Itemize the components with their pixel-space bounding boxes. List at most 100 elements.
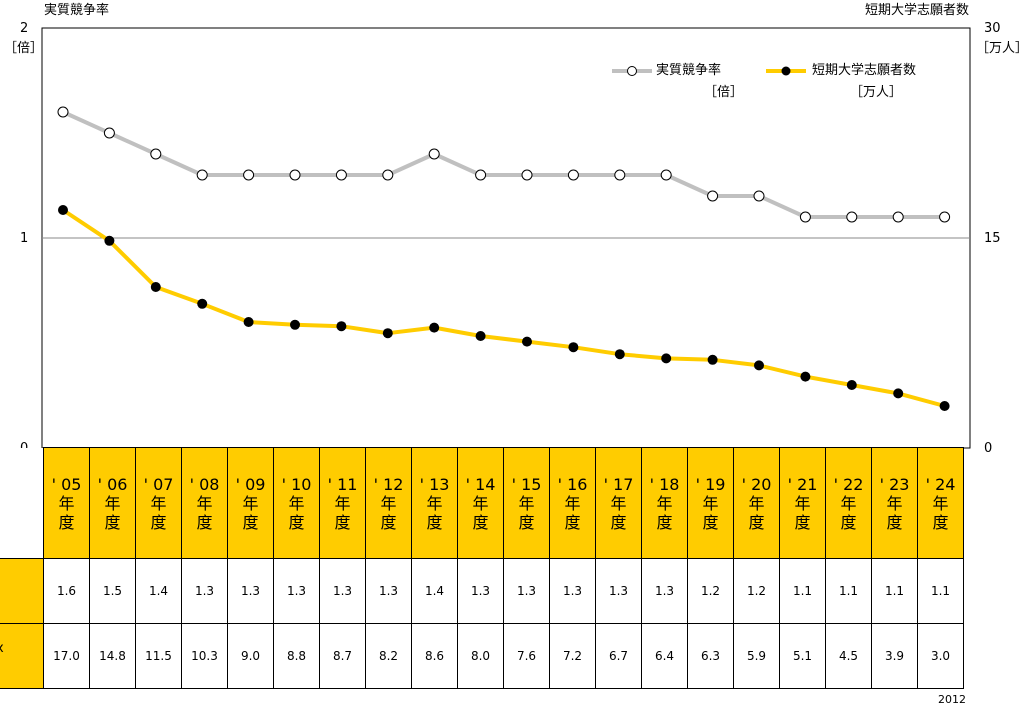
year-header-cell: ' 06 年度 [89,447,136,559]
count-value-cell: 17.0 [43,623,90,689]
rate-point [799,211,811,223]
year-header-cell: ' 15 年度 [503,447,550,559]
count-value-cell: 6.3 [687,623,734,689]
rate-point [521,169,533,181]
rate-value-cell: 1.3 [595,558,642,624]
year-header-cell: ' 10 年度 [273,447,320,559]
rate-value-cell: 1.3 [457,558,504,624]
count-point [614,349,625,360]
footnote: 2012 [938,693,966,706]
legend-count-unit: ［万人］ [850,85,903,100]
left-axis-unit: ［倍］ [4,41,44,56]
rate-value-cell: 1.1 [825,558,872,624]
rate-point [150,148,162,160]
count-point [197,298,208,309]
rate-row: ] 1.61.51.41.31.31.31.31.31.41.31.31.31.… [0,558,964,624]
count-point [290,319,300,330]
count-value-cell: 8.7 [319,623,366,689]
rate-value-cell: 1.4 [411,558,458,624]
count-point [150,282,161,292]
rate-value-cell: 1.1 [871,558,918,624]
rate-value-cell: 1.3 [365,558,412,624]
count-value-cell: 5.1 [779,623,826,689]
year-header-cell: ' 22 年度 [825,447,872,559]
count-value-cell: 6.4 [641,623,688,689]
right-tick-15: 15 [984,231,1001,246]
count-value-cell: 7.6 [503,623,550,689]
count-point [475,331,486,341]
count-point [661,353,672,364]
count-point [568,342,579,353]
count-value-cell: 11.5 [135,623,182,689]
year-header-cell: ' 18 年度 [641,447,688,559]
count-value-cell: 6.7 [595,623,642,689]
rate-value-cell: 1.3 [227,558,274,624]
rate-value-cell: 1.2 [687,558,734,624]
rate-point [243,169,255,181]
year-header-cell: ' 16 年度 [549,447,596,559]
count-point [336,321,347,332]
rate-value-cell: 1.3 [503,558,550,624]
right-tick-0: 0 [984,441,993,456]
rate-value-cell: 1.3 [549,558,596,624]
count-value-cell: 8.6 [411,623,458,689]
count-series-line [61,208,946,408]
rate-value-cell: 1.3 [641,558,688,624]
year-header-cell: ' 05 年度 [43,447,90,559]
legend-rate-unit: ［倍］ [704,85,744,100]
rate-value-cell: 1.1 [779,558,826,624]
count-value-cell: 3.0 [917,623,964,689]
rate-point [475,169,487,181]
count-row: x] 17.014.811.510.39.08.88.78.28.68.07.6… [0,623,964,689]
count-point [754,360,764,371]
left-tick-1: 1 [20,231,29,246]
rate-value-cell: 1.2 [733,558,780,624]
rate-value-cell: 1.6 [43,558,90,624]
count-value-cell: 10.3 [181,623,228,689]
right-tick-30: 30 [984,21,1001,36]
year-header-cell: ' 23 年度 [871,447,918,559]
rate-row-label: ] [0,558,44,624]
rate-point [939,211,951,223]
rate-point [335,169,347,181]
rate-value-cell: 1.5 [89,558,136,624]
right-axis-title: 短期大学志願者数 [864,3,969,18]
count-value-cell: 8.2 [365,623,412,689]
rate-series-line [62,110,945,219]
rate-value-cell: 1.3 [319,558,366,624]
count-point [104,235,115,246]
year-header-cell: ' 19 年度 [687,447,734,559]
rate-point [382,169,394,181]
count-point [429,322,440,333]
rate-point [103,127,115,139]
count-value-cell: 8.0 [457,623,504,689]
legend-rate-label: 実質競争率 [656,63,722,78]
rate-value-cell: 1.3 [181,558,228,624]
rate-point [428,148,440,160]
count-point [522,336,532,347]
count-point [243,317,254,327]
rate-value-cell: 1.3 [273,558,320,624]
legend-count-label: 短期大学志願者数 [812,63,917,78]
rate-value-cell: 1.4 [135,558,182,624]
rate-point [892,211,904,223]
count-point [846,380,857,390]
count-value-cell: 14.8 [89,623,136,689]
left-tick-2: 2 [20,21,29,36]
left-axis-title: 実質競争率 [44,3,110,18]
count-point [382,328,393,339]
count-value-cell: 8.8 [273,623,320,689]
count-value-cell: 5.9 [733,623,780,689]
year-header-cell: ' 12 年度 [365,447,412,559]
right-axis-unit: ［万人］ [976,41,1029,56]
year-header-cell: ' 08 年度 [181,447,228,559]
year-header-cell: ' 14 年度 [457,447,504,559]
year-header-cell: ' 17 年度 [595,447,642,559]
table-corner [0,447,44,559]
year-header-cell: ' 13 年度 [411,447,458,559]
count-row-label: x] [0,623,44,689]
year-header-cell: ' 20 年度 [733,447,780,559]
rate-point [660,169,672,181]
rate-value-cell: 1.1 [917,558,964,624]
